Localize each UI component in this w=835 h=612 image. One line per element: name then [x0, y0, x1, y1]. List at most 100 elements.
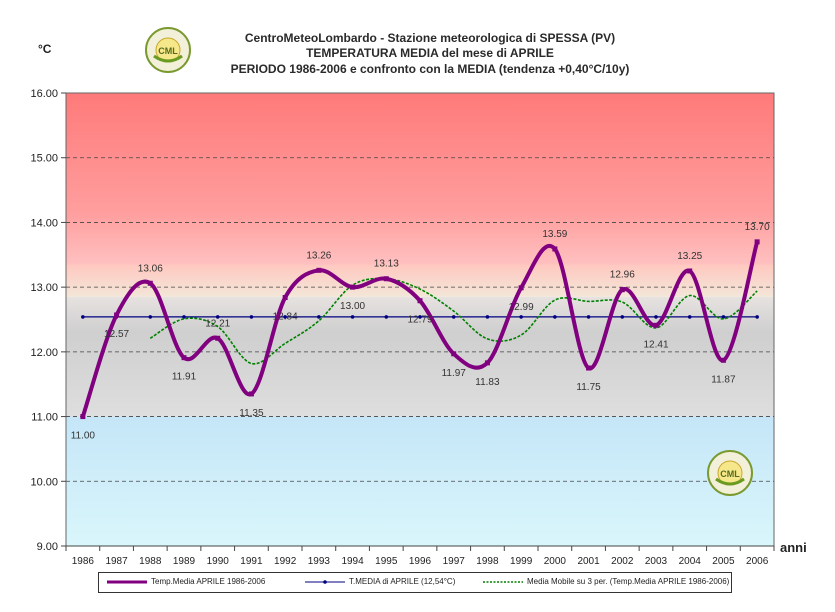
temperature-point: [417, 298, 423, 304]
y-tick-label: 9.00: [37, 541, 58, 553]
data-label: 13.59: [542, 229, 567, 240]
temperature-point: [248, 391, 254, 397]
moving-average-line: [149, 277, 758, 365]
legend-item-moving-average: Media Mobile su 3 per. (Temp.Media APRIL…: [483, 577, 729, 586]
y-tick-label: 11.00: [31, 412, 58, 424]
mean-point: [317, 315, 321, 319]
temperature-point: [552, 246, 558, 252]
band-band_hot: [66, 93, 774, 265]
y-tick-label: 13.00: [30, 282, 58, 294]
temperature-point: [653, 322, 659, 328]
x-tick-label: 1988: [139, 556, 162, 567]
temperature-point: [619, 287, 625, 293]
data-label: 11.75: [576, 382, 601, 393]
temperature-point: [350, 284, 356, 290]
x-tick-label: 1993: [308, 556, 331, 567]
data-label: 12.84: [273, 311, 298, 322]
mean-point: [485, 315, 490, 319]
x-tick-label: 1992: [274, 556, 297, 567]
legend-label-mean: T.MEDIA di APRILE (12,54°C): [349, 577, 456, 586]
temperature-point: [316, 267, 322, 273]
x-tick-label: 2004: [679, 556, 702, 567]
mean-point: [182, 315, 186, 319]
data-label: 11.35: [239, 408, 264, 419]
x-tick-label: 1990: [207, 556, 230, 567]
y-tick-label: 14.00: [30, 217, 58, 229]
temperature-point: [383, 276, 389, 282]
chart-title-line2: TEMPERATURA MEDIA del mese di APRILE: [306, 46, 554, 60]
data-label: 13.70: [745, 222, 770, 233]
mean-point: [687, 315, 692, 319]
temperature-point: [518, 285, 524, 291]
band-band_warm: [66, 264, 774, 297]
x-tick-label: 2006: [746, 556, 769, 567]
mean-point: [620, 315, 625, 319]
data-label: 13.26: [306, 250, 331, 261]
y-tick-label: 16.00: [30, 88, 58, 100]
x-tick-label: 1991: [240, 556, 263, 567]
series-moving-average: [149, 277, 758, 365]
data-label: 11.83: [475, 377, 500, 388]
x-tick-label: 2001: [577, 556, 600, 567]
mean-point: [249, 315, 254, 319]
x-tick-label: 2000: [544, 556, 567, 567]
data-label: 12.99: [509, 302, 534, 313]
cml-logo-icon-bottom: CML: [707, 450, 753, 496]
mean-point: [418, 315, 422, 319]
temperature-point: [282, 294, 288, 300]
logo-text: CML: [158, 46, 178, 56]
mean-point: [350, 315, 355, 319]
series-temperature: [80, 239, 760, 420]
y-tick-label: 10.00: [30, 476, 58, 488]
x-tick-label: 1987: [105, 556, 128, 567]
mean-point: [586, 315, 591, 319]
legend-label-moving-average: Media Mobile su 3 per. (Temp.Media APRIL…: [527, 577, 730, 586]
x-tick-label: 1994: [341, 556, 364, 567]
mean-point: [721, 315, 726, 319]
cml-logo-icon: CML: [145, 27, 191, 73]
y-axis-unit: °C: [38, 42, 52, 56]
temperature-point: [754, 239, 760, 245]
y-tick-label: 15.00: [30, 153, 58, 165]
x-tick-label: 1996: [409, 556, 432, 567]
mean-point: [654, 315, 658, 319]
x-tick-label: 1989: [173, 556, 196, 567]
temperature-point: [80, 414, 86, 420]
x-tick-label: 1998: [476, 556, 499, 567]
data-label: 12.57: [104, 329, 129, 340]
x-tick-label: 1986: [72, 556, 95, 567]
gridlines: [66, 157, 774, 482]
legend-label-temperature: Temp.Media APRILE 1986-2006: [151, 577, 266, 586]
mean-point: [283, 315, 287, 319]
x-tick-label: 2005: [712, 556, 735, 567]
x-tick-label: 1999: [510, 556, 533, 567]
x-axis-ticks: 1986 1987 1988 1989 1990 1991 1992 1993 1994 1995…: [65, 545, 775, 567]
data-label: 11.91: [172, 372, 197, 383]
mean-point: [451, 315, 456, 319]
y-axis-ticks: 9.00 10.00 11.00 12.00 13.00 14.00 15.00 16.00: [30, 88, 66, 553]
x-tick-label: 2002: [611, 556, 634, 567]
x-tick-label: 1997: [443, 556, 466, 567]
temperature-point: [215, 335, 221, 341]
chart-legend: Temp.Media APRILE 1986-2006 T.MEDIA di A…: [98, 572, 732, 593]
mean-point: [755, 315, 759, 319]
data-label: 13.25: [677, 251, 702, 262]
data-label: 11.00: [71, 431, 96, 442]
data-label: 13.13: [374, 259, 399, 270]
data-label: 13.00: [340, 301, 365, 312]
legend-item-mean: T.MEDIA di APRILE (12,54°C): [305, 577, 455, 586]
data-labels: 11.00 12.57 13.06 11.91 12.21 11.35 12.84 13.26…: [71, 222, 770, 442]
data-label: 12.79: [407, 315, 432, 326]
mean-point: [384, 315, 389, 319]
data-label: 11.87: [711, 374, 736, 385]
legend-item-temperature: Temp.Media APRILE 1986-2006: [107, 577, 265, 586]
data-label: 12.96: [610, 270, 635, 281]
temperature-point: [114, 312, 120, 318]
y-tick-label: 12.00: [30, 347, 58, 359]
chart-title-line1: CentroMeteoLombardo - Stazione meteorolo…: [244, 31, 616, 45]
data-label: 13.06: [138, 263, 163, 274]
temperature-point: [451, 351, 457, 357]
data-label: 11.97: [442, 368, 467, 379]
x-axis-unit: anni: [780, 540, 807, 555]
